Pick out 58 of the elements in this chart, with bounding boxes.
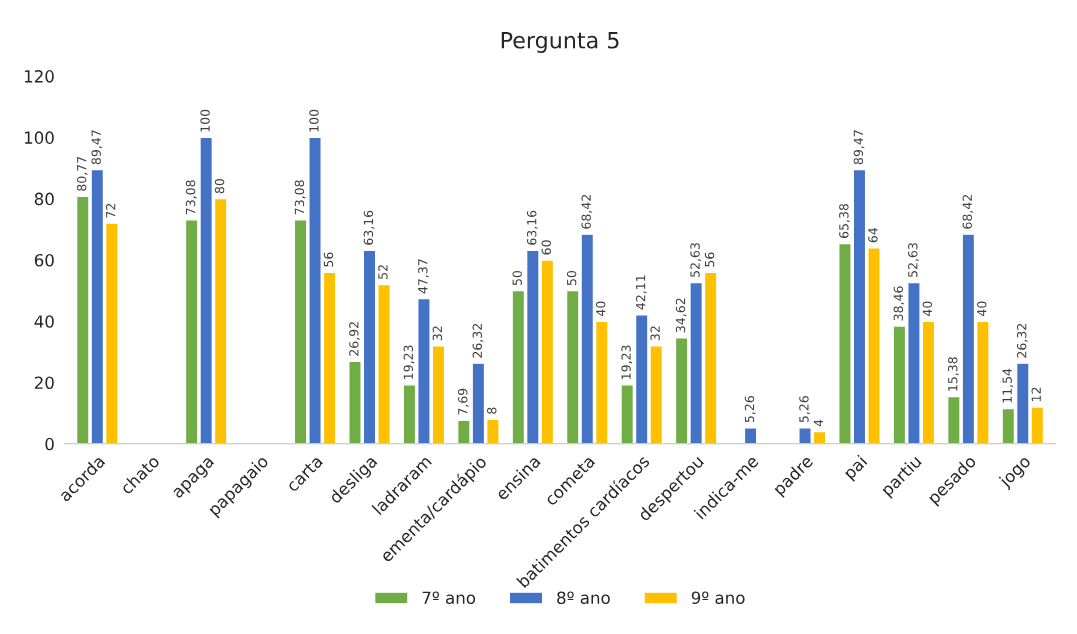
chart-title: Pergunta 5 [501, 32, 619, 53]
data-label: 68,42 [962, 195, 974, 229]
data-label: 19,23 [403, 345, 415, 379]
data-label: 80,77 [76, 156, 88, 191]
data-label: 42,11 [635, 275, 647, 310]
data-label: 40 [595, 301, 606, 317]
data-label: 47,37 [418, 259, 429, 294]
y-tick-label: 80 [34, 192, 54, 206]
data-label: 89,47 [853, 130, 865, 165]
data-label: 52 [378, 265, 388, 279]
legend-label: 9º ano [691, 591, 745, 605]
data-label: 56 [323, 252, 334, 267]
legend-label: 8º ano [557, 591, 610, 605]
data-label: 38,46 [893, 286, 905, 321]
data-label: 60 [541, 240, 551, 255]
data-label: 72 [105, 203, 116, 218]
data-label: 63,16 [363, 210, 375, 245]
data-label: 4 [813, 419, 823, 427]
data-label: 52,63 [908, 243, 919, 277]
data-label: 40 [922, 301, 933, 317]
data-label: 80 [214, 178, 225, 194]
bar [743, 426, 758, 444]
data-label: 89,47 [91, 130, 103, 165]
data-label: 5,26 [744, 396, 756, 423]
data-label: 56 [704, 252, 715, 267]
data-label: 32 [650, 326, 660, 341]
y-tick-label: 20 [34, 376, 54, 390]
data-label: 5,26 [799, 396, 810, 423]
legend-label: 7º ano [422, 591, 476, 605]
y-tick-label: 0 [45, 437, 54, 451]
data-label: 100 [200, 109, 210, 132]
data-label: 8 [487, 407, 497, 414]
data-label: 50 [512, 270, 522, 286]
data-label: 26,92 [349, 322, 360, 356]
data-label: 32 [432, 326, 443, 341]
data-label: 34,62 [675, 298, 687, 333]
data-label: 26,32 [472, 324, 484, 358]
data-label: 11,54 [1002, 368, 1014, 403]
y-tick-label: 40 [34, 315, 54, 328]
data-label: 68,42 [581, 195, 593, 229]
data-label: 12 [1031, 387, 1041, 402]
data-label: 64 [868, 227, 878, 243]
data-label: 52,63 [690, 243, 702, 277]
data-label: 19,23 [621, 345, 633, 379]
x-tick-label: pai [842, 454, 870, 482]
data-label: 26,32 [1016, 324, 1028, 358]
data-label: 73,08 [185, 180, 197, 215]
y-tick-label: 100 [24, 131, 54, 144]
data-label: 100 [309, 109, 319, 132]
data-label: 40 [977, 301, 987, 317]
data-label: 15,38 [948, 357, 959, 391]
data-label: 63,16 [526, 210, 538, 245]
data-label: 65,38 [839, 203, 850, 238]
data-label: 50 [566, 270, 577, 286]
y-tick-label: 120 [24, 70, 54, 83]
data-label: 7,69 [458, 388, 469, 415]
data-label: 73,08 [294, 180, 306, 215]
y-tick-label: 60 [34, 253, 54, 267]
